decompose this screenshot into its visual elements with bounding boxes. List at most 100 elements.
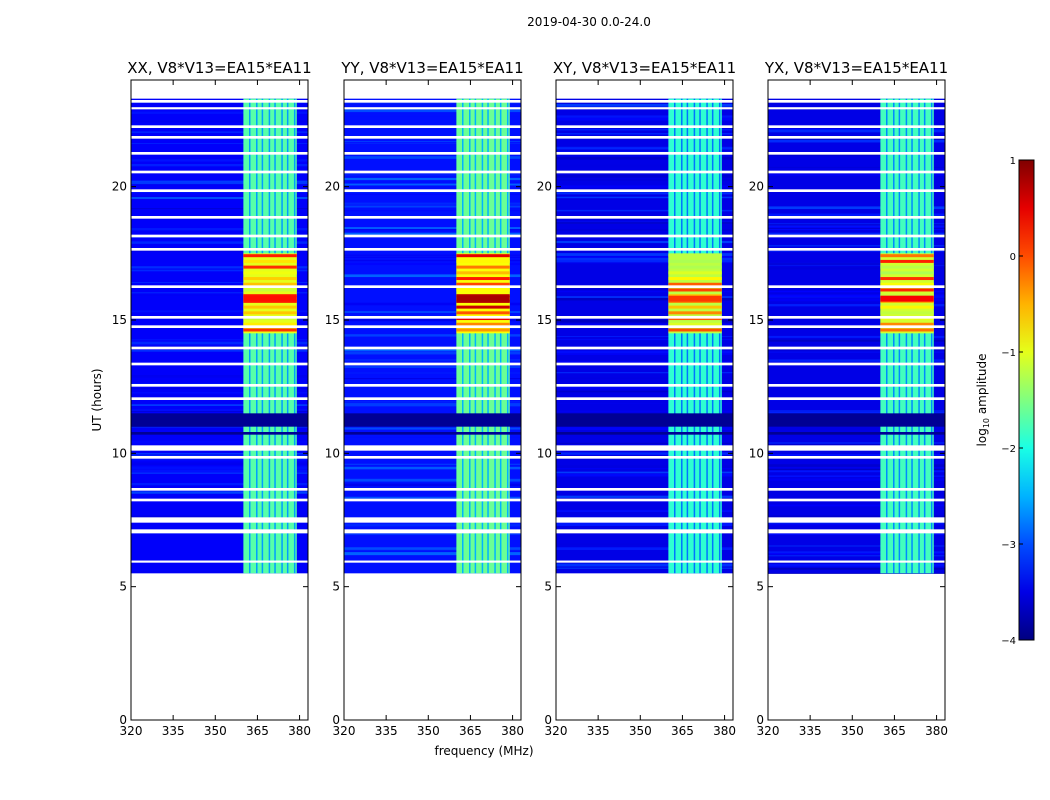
bright-row: [668, 277, 722, 281]
y-tick-label: 0: [119, 713, 127, 727]
noise-row: [768, 224, 945, 226]
flagged-row: [131, 234, 308, 238]
noise-row: [556, 296, 733, 298]
noise-row: [131, 466, 308, 470]
x-tick-label: 380: [713, 724, 736, 738]
y-tick-label: 0: [756, 713, 764, 727]
noise-row: [556, 185, 733, 188]
noise-row: [556, 175, 733, 178]
bright-row: [880, 328, 934, 332]
y-tick-label: 20: [749, 180, 764, 194]
x-tick-label: 320: [120, 724, 143, 738]
band-stripe: [481, 98, 484, 574]
y-tick-label: 20: [112, 180, 127, 194]
y-tick-label: 10: [325, 446, 340, 460]
noise-row: [556, 262, 733, 264]
noise-row: [556, 386, 733, 390]
x-tick-label: 320: [545, 724, 568, 738]
flagged-row: [344, 107, 521, 110]
noise-row: [768, 304, 945, 307]
noise-row: [556, 221, 733, 224]
flagged-row: [556, 384, 733, 387]
flagged-row: [344, 100, 521, 103]
noise-row: [768, 172, 945, 176]
noise-row: [556, 179, 733, 181]
noise-row: [131, 258, 308, 261]
noise-row: [768, 475, 945, 478]
noise-row: [556, 253, 733, 256]
panel-title: YX, V8*V13=EA15*EA11: [764, 59, 948, 77]
flagged-row: [556, 488, 733, 491]
band-stripe: [274, 98, 276, 574]
noise-row: [768, 545, 945, 547]
flagged-row: [768, 346, 945, 350]
x-axis-label: frequency (MHz): [434, 744, 533, 758]
flagged-row: [556, 560, 733, 563]
bright-row: [880, 254, 934, 258]
flagged-row: [556, 529, 733, 534]
flagged-row: [131, 100, 308, 103]
noise-row: [131, 375, 308, 378]
band-stripe: [686, 98, 689, 574]
bright-row: [880, 311, 934, 315]
noise-row: [344, 372, 521, 374]
bright-row: [880, 282, 934, 286]
bright-row: [243, 282, 297, 286]
noise-row: [344, 193, 521, 196]
flagged-row: [344, 498, 521, 502]
noise-row: [556, 427, 733, 431]
noise-row: [768, 139, 945, 143]
x-tick-label: 335: [375, 724, 398, 738]
axes-frame: [767, 79, 946, 721]
x-tick-label: 350: [841, 724, 864, 738]
bright-interval: [243, 253, 297, 334]
band-stripe: [469, 98, 471, 574]
colorbar-tick-label: 0: [1010, 252, 1016, 263]
flagged-row: [556, 152, 733, 155]
noise-row: [556, 467, 733, 469]
bright-row: [456, 288, 510, 292]
band-stripe: [898, 98, 901, 574]
flagged-row: [768, 384, 945, 387]
dark-row: [768, 432, 945, 435]
panel-3: YX, V8*V13=EA15*EA11 320 335 350 365 380 0 5 10 1…: [749, 59, 948, 738]
dark-row: [131, 413, 308, 427]
noise-row: [344, 116, 521, 118]
bright-interval: [668, 253, 722, 334]
flagged-row: [344, 456, 521, 459]
flagged-row: [344, 560, 521, 563]
noise-row: [556, 117, 733, 121]
band-stripe: [893, 98, 895, 574]
y-tick-label: 10: [112, 446, 127, 460]
noise-row: [556, 297, 733, 301]
panel-title: YY, V8*V13=EA15*EA11: [340, 59, 523, 77]
band-stripe: [886, 98, 888, 574]
noise-row: [768, 197, 945, 200]
flagged-row: [344, 189, 521, 192]
flagged-row: [131, 325, 308, 328]
band-stripe: [506, 98, 509, 574]
noise-row: [768, 470, 945, 473]
x-tick-label: 380: [925, 724, 948, 738]
flagged-row: [344, 285, 521, 288]
bright-row: [243, 311, 297, 315]
peak-row: [243, 295, 297, 302]
flagged-row: [131, 346, 308, 350]
noise-row: [556, 410, 733, 413]
noise-row: [768, 467, 945, 469]
noise-row: [556, 547, 733, 550]
noise-row: [344, 523, 521, 527]
bright-row: [456, 328, 510, 332]
flagged-row: [344, 517, 521, 523]
noise-row: [344, 143, 521, 144]
noise-row: [556, 229, 733, 231]
flagged-row: [344, 216, 521, 219]
noise-row: [768, 262, 945, 266]
band-stripe: [462, 98, 464, 574]
noise-row: [131, 120, 308, 123]
noise-row: [344, 466, 521, 470]
axes-frame: [130, 79, 309, 721]
noise-row: [556, 353, 733, 355]
noise-row: [768, 335, 945, 338]
band-stripe: [699, 98, 701, 574]
